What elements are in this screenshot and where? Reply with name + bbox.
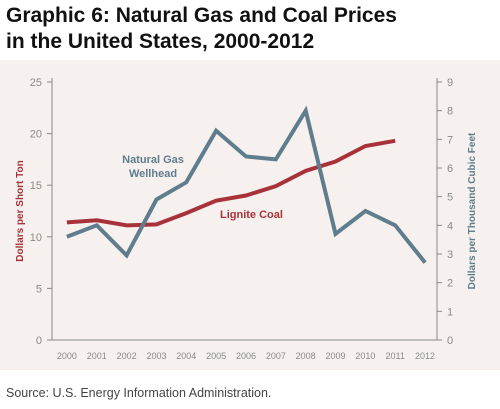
chart-title: Graphic 6: Natural Gas and Coal Prices i… [6,3,494,55]
left-tick-label: 10 [30,232,42,244]
left-tick-label: 0 [36,335,42,347]
gas-series-label-line-2: Wellhead [129,168,177,180]
right-tick-label: 2 [447,278,453,290]
right-tick-label: 0 [447,335,453,347]
right-tick-label: 7 [447,134,453,146]
left-tick-label: 5 [36,283,42,295]
left-tick-label: 25 [30,77,42,89]
right-axis-title: Dollars per Thousand Cubic Feet [467,132,478,289]
x-tick-label: 2011 [386,351,405,361]
source-note: Source: U.S. Energy Information Administ… [6,386,272,400]
chart-title-line-2: in the United States, 2000-2012 [6,30,315,53]
chart-title-line-1: Graphic 6: Natural Gas and Coal Prices [6,4,397,27]
right-tick-label: 9 [447,77,453,89]
x-tick-label: 2002 [117,351,137,361]
coal-series-label: Lignite Coal [220,209,283,221]
right-tick-label: 3 [447,249,453,261]
gas-series-line [66,105,427,264]
x-tick-label: 2008 [296,351,316,361]
right-tick-label: 4 [447,220,453,232]
x-tick-label: 2010 [355,351,375,361]
gas-series-label-line-1: Natural Gas [122,154,184,166]
x-tick-label: 2000 [57,351,77,361]
chart-panel [0,60,500,370]
left-axis-title: Dollars per Short Ton [15,160,26,262]
right-tick-label: 6 [447,163,453,175]
x-tick-label: 2006 [236,351,256,361]
x-tick-label: 2009 [326,351,346,361]
x-tick-label: 2005 [206,351,226,361]
right-tick-label: 8 [447,106,453,118]
x-tick-label: 2012 [415,351,435,361]
x-tick-label: 2004 [176,351,196,361]
right-tick-label: 5 [447,192,453,204]
right-tick-label: 1 [447,306,453,318]
x-tick-label: 2007 [266,351,286,361]
chart-svg: 0 5 10 15 20 25 0 1 2 3 4 5 6 7 8 9 2000 2001 2002 2003 2004… [15,77,478,361]
x-tick-label: 2001 [87,351,107,361]
left-tick-label: 15 [30,180,42,192]
x-tick-label: 2003 [146,351,166,361]
coal-series-line [66,138,396,228]
left-tick-label: 20 [30,129,42,141]
